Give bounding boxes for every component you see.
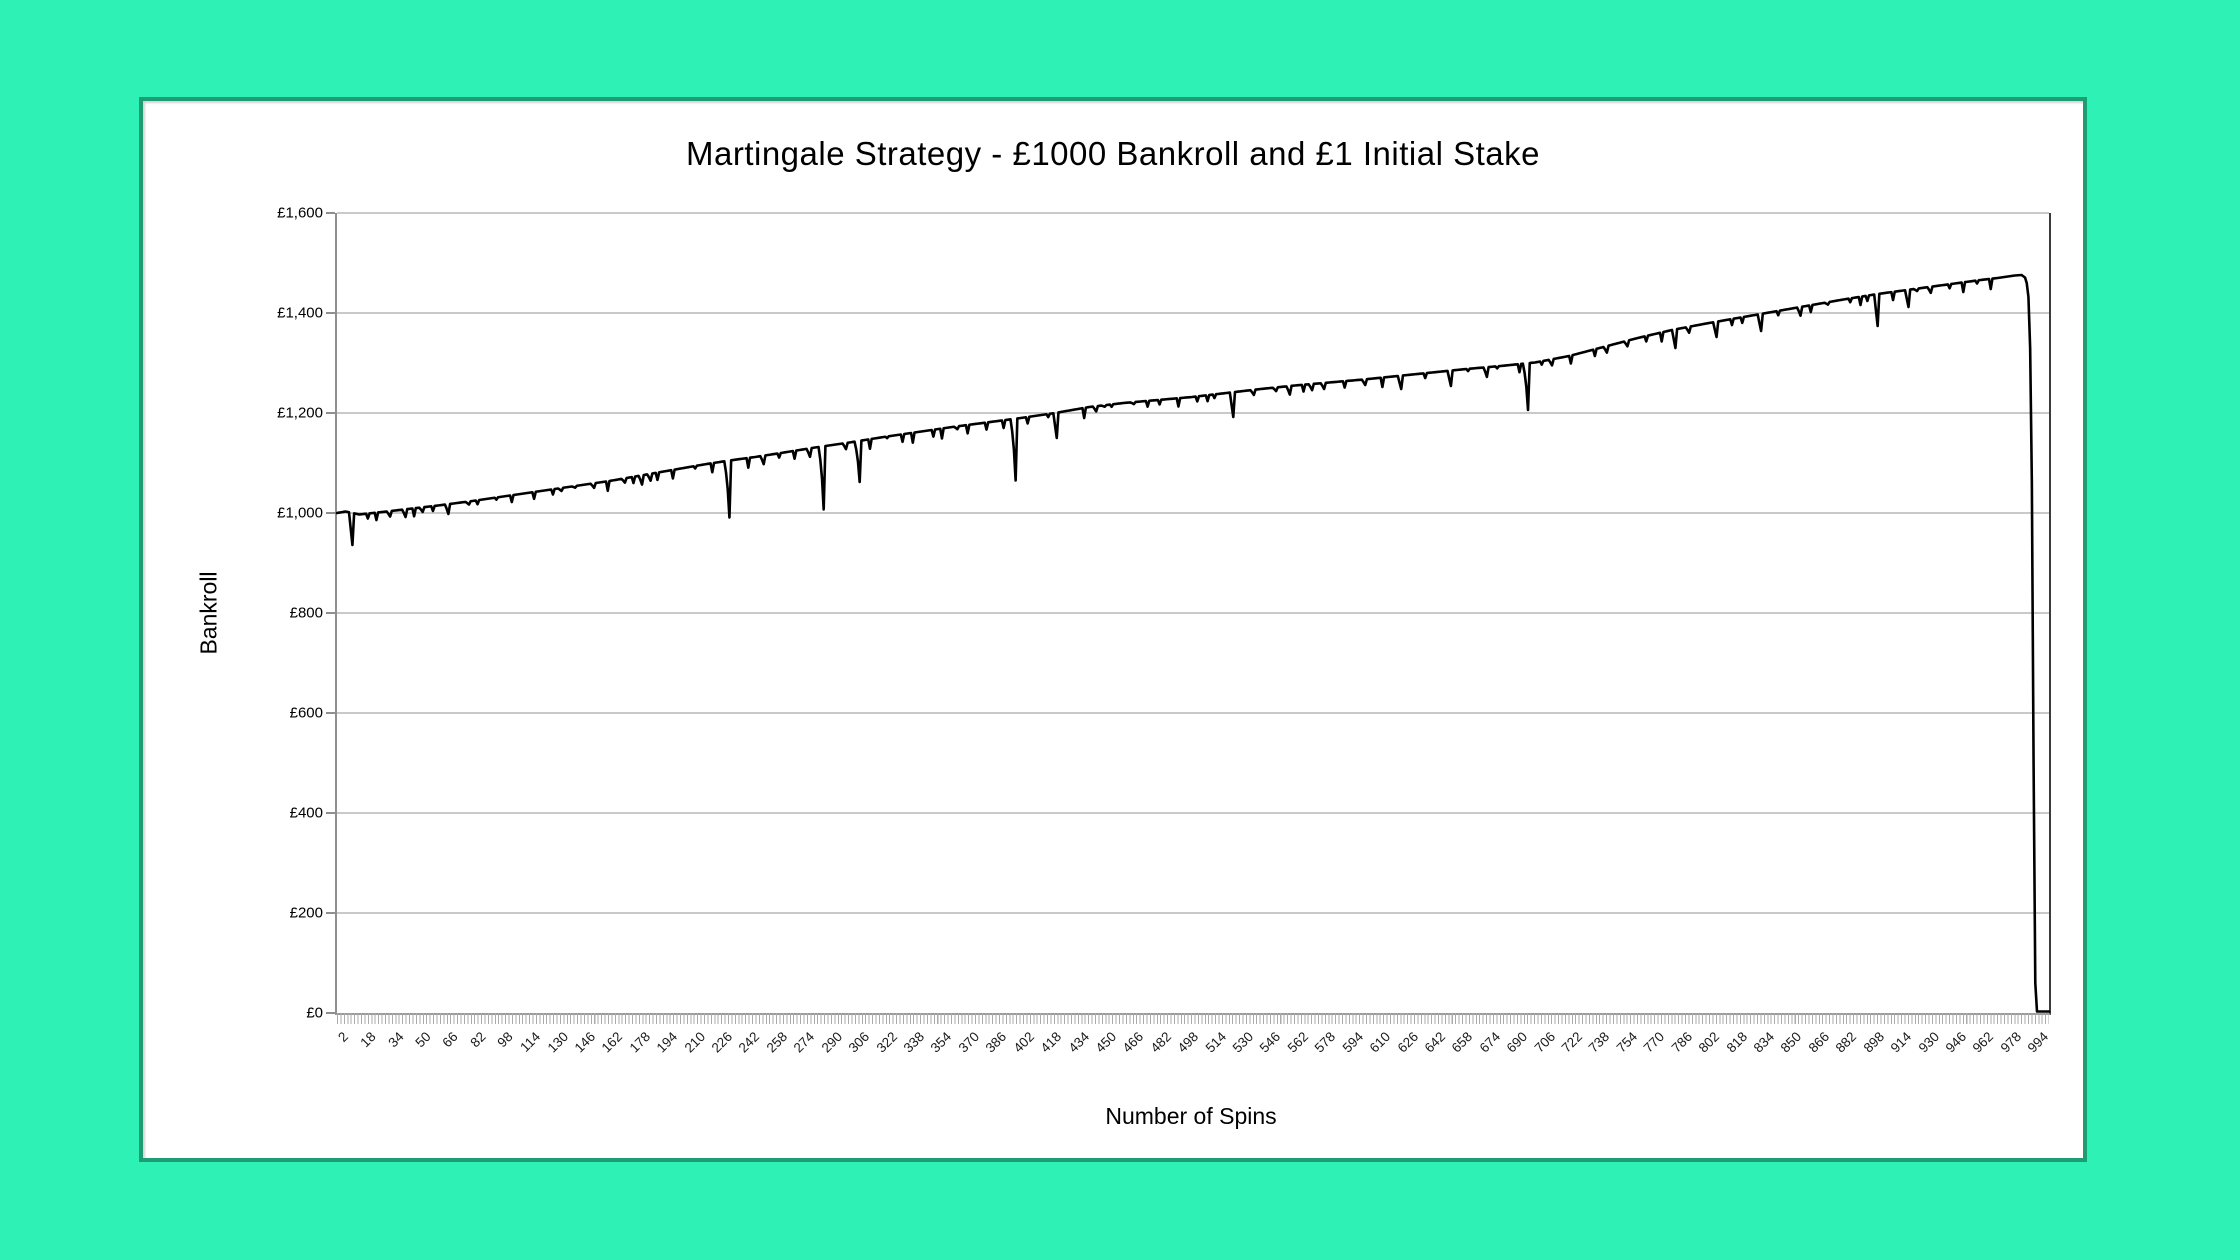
x-tick-label: 786 bbox=[1668, 1029, 1695, 1056]
x-tick-label: 706 bbox=[1531, 1029, 1558, 1056]
y-axis-tick bbox=[326, 512, 335, 514]
x-tick-label: 930 bbox=[1915, 1029, 1942, 1056]
y-tick-label: £200 bbox=[289, 904, 323, 922]
y-tick-label: £1,000 bbox=[277, 504, 323, 522]
bankroll-line bbox=[335, 273, 2051, 1013]
x-tick-label: 978 bbox=[1997, 1029, 2024, 1056]
x-tick-label: 482 bbox=[1147, 1029, 1174, 1056]
x-tick-label: 370 bbox=[955, 1029, 982, 1056]
x-tick-label: 146 bbox=[571, 1029, 599, 1056]
x-tick-label: 98 bbox=[494, 1029, 516, 1051]
x-tick-label: 50 bbox=[412, 1029, 434, 1051]
x-tick-label: 722 bbox=[1558, 1029, 1586, 1056]
x-tick-label: 354 bbox=[928, 1029, 955, 1056]
x-tick-label: 66 bbox=[439, 1029, 462, 1051]
bankroll-series-line bbox=[335, 273, 2051, 1013]
y-axis-tick bbox=[326, 212, 335, 214]
x-tick-label: 418 bbox=[1037, 1029, 1065, 1056]
x-tick-label: 946 bbox=[1942, 1029, 1970, 1056]
x-tick-label: 210 bbox=[681, 1029, 708, 1056]
y-axis-tick bbox=[326, 612, 335, 614]
x-tick-label: 402 bbox=[1010, 1029, 1037, 1056]
x-tick-label: 818 bbox=[1723, 1029, 1750, 1056]
y-axis-tick bbox=[326, 412, 335, 414]
x-tick-label: 610 bbox=[1366, 1029, 1394, 1056]
x-tick-label: 962 bbox=[1969, 1029, 1997, 1056]
x-tick-label: 866 bbox=[1805, 1029, 1832, 1056]
x-tick-label: 770 bbox=[1640, 1029, 1668, 1056]
x-tick-label: 162 bbox=[598, 1029, 626, 1056]
y-axis-tick bbox=[326, 712, 335, 714]
x-tick-label: 114 bbox=[517, 1029, 544, 1055]
y-tick-label: £1,600 bbox=[277, 204, 323, 222]
x-tick-label: 658 bbox=[1448, 1029, 1476, 1056]
x-tick-label: 546 bbox=[1257, 1029, 1284, 1056]
x-tick-label: 242 bbox=[736, 1029, 763, 1056]
x-tick-label: 466 bbox=[1119, 1029, 1147, 1056]
x-tick-label: 690 bbox=[1503, 1029, 1531, 1056]
x-tick-label: 642 bbox=[1421, 1029, 1449, 1056]
x-tick-label: 306 bbox=[845, 1029, 873, 1056]
x-tick-label: 674 bbox=[1476, 1029, 1503, 1056]
x-tick-label: 898 bbox=[1860, 1029, 1887, 1056]
x-tick-label: 994 bbox=[2024, 1029, 2052, 1056]
x-tick-label: 882 bbox=[1832, 1029, 1860, 1056]
y-tick-label: £800 bbox=[289, 604, 323, 622]
y-tick-label: £1,200 bbox=[277, 404, 323, 422]
x-tick-label: 386 bbox=[982, 1029, 1010, 1056]
y-axis-tick bbox=[326, 912, 335, 914]
x-tick-label: 194 bbox=[653, 1029, 681, 1056]
x-tick-label: 562 bbox=[1284, 1029, 1312, 1056]
y-axis-title: Bankroll bbox=[195, 571, 222, 655]
x-axis-minor-ticks bbox=[337, 1013, 2049, 1024]
x-tick-label: 322 bbox=[873, 1029, 900, 1056]
x-tick-label: 738 bbox=[1586, 1029, 1613, 1056]
x-tick-label: 34 bbox=[384, 1029, 407, 1051]
x-tick-label: 754 bbox=[1613, 1029, 1641, 1056]
x-axis-title: Number of Spins bbox=[1105, 1103, 1277, 1129]
x-tick-label: 178 bbox=[626, 1029, 653, 1056]
chart-title: Martingale Strategy - £1000 Bankroll and… bbox=[686, 135, 1540, 172]
y-tick-label: £600 bbox=[289, 704, 323, 722]
y-axis-tick bbox=[326, 312, 335, 314]
x-tick-label: 434 bbox=[1065, 1029, 1092, 1056]
x-tick-label: 578 bbox=[1311, 1029, 1339, 1056]
y-tick-label: £0 bbox=[306, 1004, 323, 1022]
y-axis-tick bbox=[326, 1012, 335, 1014]
x-tick-label: 82 bbox=[467, 1029, 489, 1051]
x-tick-label: 338 bbox=[900, 1029, 928, 1056]
y-axis-tick bbox=[326, 812, 335, 814]
x-tick-label: 130 bbox=[544, 1029, 571, 1056]
x-tick-label: 274 bbox=[790, 1029, 818, 1056]
x-tick-label: 802 bbox=[1695, 1029, 1723, 1056]
x-tick-label: 258 bbox=[763, 1029, 791, 1056]
chart-panel: Martingale Strategy - £1000 Bankroll and… bbox=[139, 97, 2087, 1162]
y-tick-label: £1,400 bbox=[277, 304, 323, 322]
y-tick-label: £400 bbox=[289, 804, 323, 822]
x-tick-label: 850 bbox=[1778, 1029, 1805, 1056]
x-tick-label: 594 bbox=[1339, 1029, 1366, 1056]
x-tick-label: 18 bbox=[357, 1029, 379, 1051]
x-tick-label: 498 bbox=[1174, 1029, 1202, 1056]
x-tick-label: 2 bbox=[335, 1029, 352, 1045]
x-tick-label: 914 bbox=[1887, 1029, 1915, 1056]
x-tick-label: 514 bbox=[1202, 1029, 1229, 1056]
x-tick-label: 834 bbox=[1750, 1029, 1778, 1056]
x-tick-label: 290 bbox=[818, 1029, 845, 1056]
x-tick-label: 450 bbox=[1092, 1029, 1120, 1056]
plot-area: £0 £200 £400 £600 £800 £1,000 £1,200 £1,400 £1,6… bbox=[277, 205, 2051, 1056]
x-tick-label: 226 bbox=[708, 1029, 736, 1056]
x-tick-label: 626 bbox=[1394, 1029, 1421, 1056]
x-tick-label: 530 bbox=[1229, 1029, 1257, 1056]
